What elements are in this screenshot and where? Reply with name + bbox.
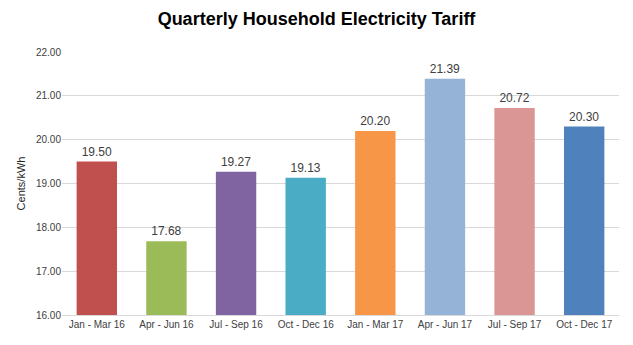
svg-text:Apr - Jun 17: Apr - Jun 17 <box>418 319 473 330</box>
svg-text:19.27: 19.27 <box>221 155 251 169</box>
svg-text:17.00: 17.00 <box>36 266 61 277</box>
svg-text:19.00: 19.00 <box>36 178 61 189</box>
svg-text:18.00: 18.00 <box>36 222 61 233</box>
svg-text:Jul - Sep 16: Jul - Sep 16 <box>209 319 263 330</box>
svg-text:22.00: 22.00 <box>36 47 61 58</box>
svg-text:Oct - Dec 17: Oct - Dec 17 <box>556 319 613 330</box>
svg-text:Jan - Mar 16: Jan - Mar 16 <box>69 319 126 330</box>
svg-text:20.72: 20.72 <box>499 91 529 105</box>
svg-text:Jan - Mar 17: Jan - Mar 17 <box>347 319 404 330</box>
svg-text:19.13: 19.13 <box>291 161 321 175</box>
svg-text:19.50: 19.50 <box>82 145 112 159</box>
svg-text:21.39: 21.39 <box>430 62 460 76</box>
svg-text:20.20: 20.20 <box>360 114 390 128</box>
svg-text:Apr - Jun 16: Apr - Jun 16 <box>139 319 194 330</box>
svg-text:17.68: 17.68 <box>151 224 181 238</box>
svg-text:Quarterly Household Electricit: Quarterly Household Electricity Tariff <box>158 9 477 29</box>
svg-text:16.00: 16.00 <box>36 310 61 321</box>
svg-text:Cents/kWh: Cents/kWh <box>15 157 27 211</box>
svg-text:Jul - Sep 17: Jul - Sep 17 <box>488 319 542 330</box>
svg-text:Oct - Dec 16: Oct - Dec 16 <box>278 319 335 330</box>
svg-text:20.30: 20.30 <box>569 110 599 124</box>
svg-text:20.00: 20.00 <box>36 134 61 145</box>
svg-text:21.00: 21.00 <box>36 90 61 101</box>
